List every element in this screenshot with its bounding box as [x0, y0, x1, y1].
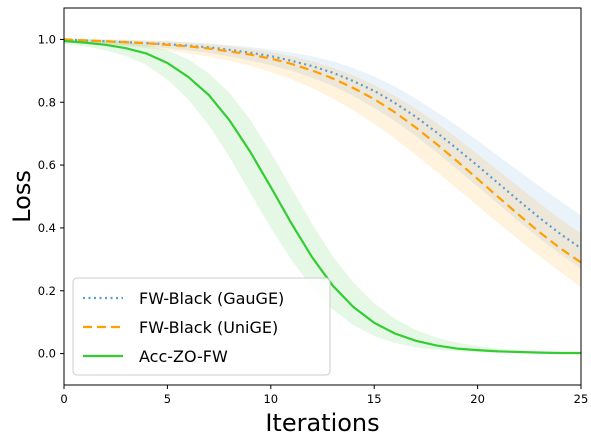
band-series-2 — [64, 39, 581, 288]
y-axis-ticks: 0.0 0.2 0.4 0.6 0.8 1.0 — [38, 32, 64, 361]
legend: FW-Black (GauGE) FW-Black (UniGE) Acc-ZO-F… — [72, 277, 331, 376]
band-series-1 — [64, 39, 581, 269]
x-tick-label: 25 — [574, 392, 589, 406]
x-tick-label: 20 — [470, 392, 485, 406]
series-lines — [63, 38, 582, 355]
legend-label-2: FW-Black (UniGE) — [139, 318, 278, 337]
x-axis-ticks: 0 5 10 15 20 25 — [60, 385, 588, 406]
legend-label-3: Acc-ZO-FW — [139, 347, 228, 366]
legend-label-1: FW-Black (GauGE) — [139, 289, 284, 308]
y-tick-label: 0.6 — [38, 158, 56, 172]
x-tick-label: 15 — [367, 392, 382, 406]
y-tick-label: 0.2 — [38, 284, 56, 298]
y-tick-label: 0.4 — [38, 221, 56, 235]
line-series-3 — [63, 39, 581, 355]
x-tick-label: 10 — [263, 392, 278, 406]
x-tick-label: 5 — [164, 392, 171, 406]
y-tick-label: 0.0 — [38, 347, 56, 361]
line-series-1 — [63, 38, 582, 250]
plot-frame — [63, 7, 582, 386]
y-tick-label: 1.0 — [38, 32, 56, 46]
line-series-2 — [63, 38, 582, 264]
x-axis-label: Iterations — [265, 409, 379, 437]
y-tick-label: 0.8 — [38, 95, 56, 109]
y-axis-label: Loss — [8, 170, 36, 223]
x-tick-label: 0 — [60, 392, 67, 406]
legend-box — [72, 277, 331, 376]
